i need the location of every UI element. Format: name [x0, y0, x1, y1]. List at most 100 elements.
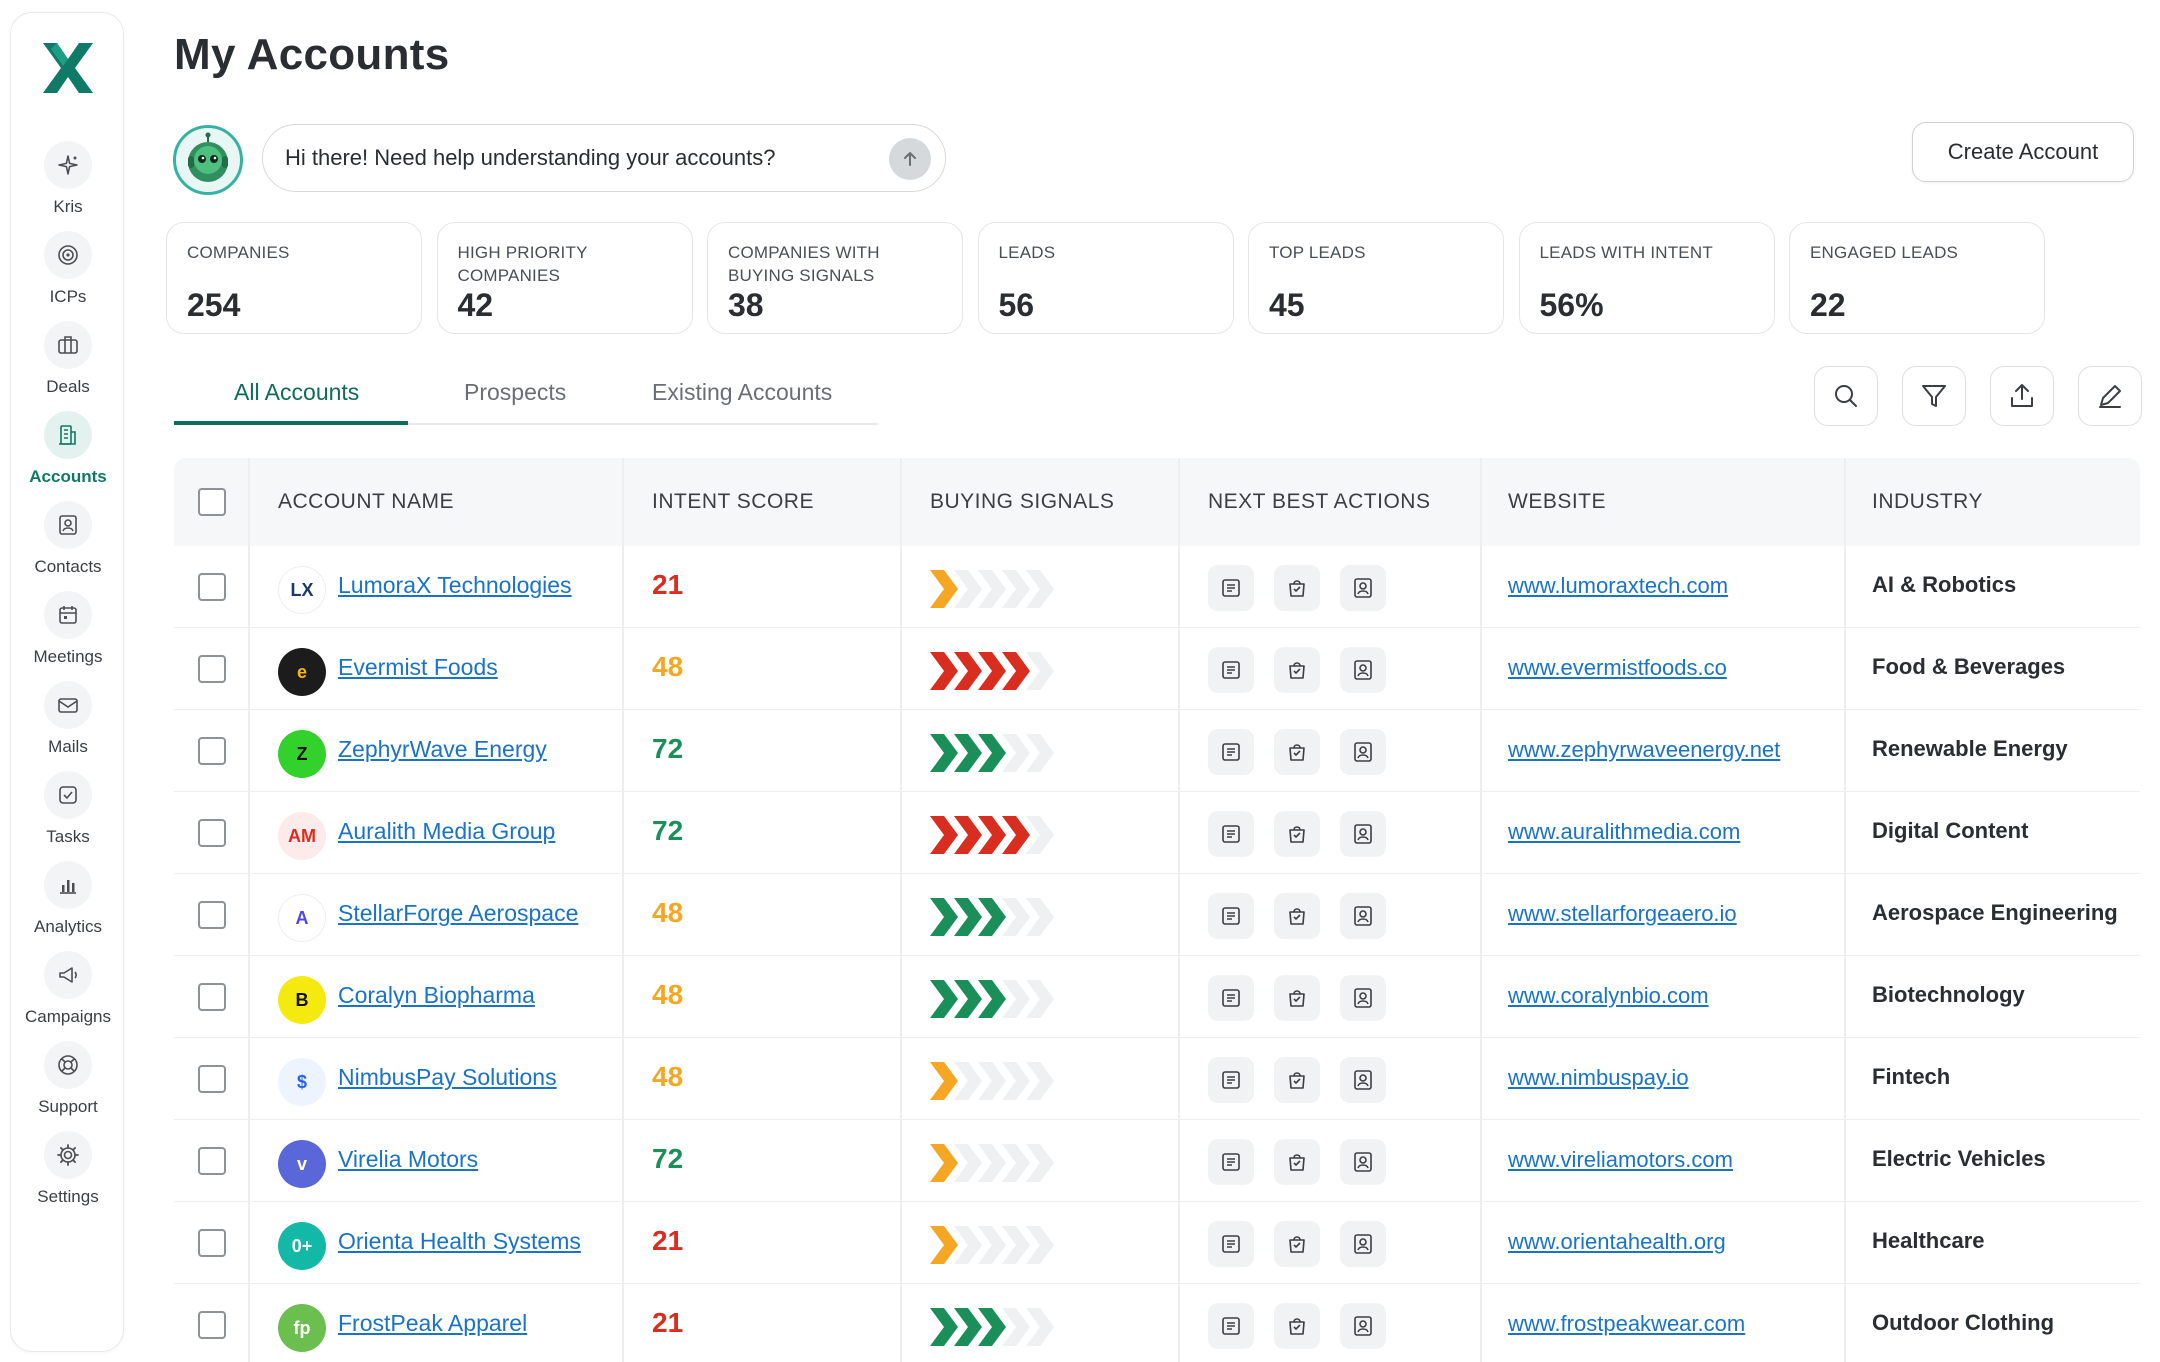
sidebar-item-contacts[interactable]: Contacts — [11, 501, 125, 591]
assistant-chat-input[interactable]: Hi there! Need help understanding your a… — [262, 124, 946, 192]
create-deal-button[interactable] — [1274, 565, 1320, 611]
view-contacts-button[interactable] — [1340, 729, 1386, 775]
sidebar-item-campaigns[interactable]: Campaigns — [11, 951, 125, 1041]
column-next-best-actions[interactable]: NEXT BEST ACTIONS — [1208, 490, 1431, 513]
sidebar-item-support[interactable]: Support — [11, 1041, 125, 1131]
filter-button[interactable] — [1902, 366, 1966, 426]
view-contacts-button[interactable] — [1340, 1221, 1386, 1267]
account-name-link[interactable]: Evermist Foods — [338, 654, 498, 680]
view-contacts-button[interactable] — [1340, 893, 1386, 939]
stat-card[interactable]: HIGH PRIORITY COMPANIES 42 — [436, 222, 693, 334]
sidebar-item-deals[interactable]: Deals — [11, 321, 125, 411]
table-row[interactable]: $ NimbusPay Solutions 48 www.nimbuspay.io Fi… — [174, 1038, 2140, 1120]
tab-all-accounts[interactable]: All Accounts — [234, 379, 360, 405]
sidebar-item-meetings[interactable]: Meetings — [11, 591, 125, 681]
table-row[interactable]: v Virelia Motors 72 www.vireliamotors.com El… — [174, 1120, 2140, 1202]
create-account-button[interactable]: Create Account — [1912, 122, 2134, 182]
create-deal-button[interactable] — [1274, 729, 1320, 775]
sidebar-item-settings[interactable]: Settings — [11, 1131, 125, 1221]
stat-card[interactable]: LEADS WITH INTENT 56% — [1518, 222, 1775, 334]
add-note-button[interactable] — [1208, 647, 1254, 693]
tab-existing-accounts[interactable]: Existing Accounts — [652, 379, 833, 405]
table-row[interactable]: B Coralyn Biopharma 48 www.coralynbio.com Bi… — [174, 956, 2140, 1038]
column-website[interactable]: WEBSITE — [1508, 490, 1607, 513]
row-checkbox[interactable] — [198, 901, 226, 929]
sidebar-item-kris[interactable]: Kris — [11, 141, 125, 231]
website-link[interactable]: www.zephyrwaveenergy.net — [1508, 737, 1781, 762]
row-checkbox[interactable] — [198, 983, 226, 1011]
website-link[interactable]: www.coralynbio.com — [1508, 983, 1709, 1008]
sidebar-item-icps[interactable]: ICPs — [11, 231, 125, 321]
account-name-link[interactable]: Virelia Motors — [338, 1146, 479, 1172]
view-contacts-button[interactable] — [1340, 811, 1386, 857]
export-button[interactable] — [1990, 366, 2054, 426]
add-note-button[interactable] — [1208, 1057, 1254, 1103]
view-contacts-button[interactable] — [1340, 647, 1386, 693]
table-row[interactable]: 0+ Orienta Health Systems 21 www.orientahea… — [174, 1202, 2140, 1284]
table-row[interactable]: AM Auralith Media Group 72 www.auralithmedi… — [174, 792, 2140, 874]
table-row[interactable]: e Evermist Foods 48 www.evermistfoods.co Foo… — [174, 628, 2140, 710]
column-intent-score[interactable]: INTENT SCORE — [652, 490, 814, 513]
column-industry[interactable]: INDUSTRY — [1872, 490, 1983, 513]
select-all-checkbox[interactable] — [198, 488, 226, 516]
website-link[interactable]: www.stellarforgeaero.io — [1508, 901, 1737, 926]
view-contacts-button[interactable] — [1340, 565, 1386, 611]
row-checkbox[interactable] — [198, 1065, 226, 1093]
stat-card[interactable]: COMPANIES 254 — [166, 222, 422, 334]
view-contacts-button[interactable] — [1340, 1139, 1386, 1185]
stat-card[interactable]: COMPANIES WITH BUYING SIGNALS 38 — [707, 222, 963, 334]
table-row[interactable]: LX LumoraX Technologies 21 www.lumoraxtech.… — [174, 546, 2140, 628]
view-contacts-button[interactable] — [1340, 975, 1386, 1021]
stat-card[interactable]: LEADS 56 — [977, 222, 1234, 334]
table-row[interactable]: fp FrostPeak Apparel 21 www.frostpeakwear.c… — [174, 1284, 2140, 1362]
account-name-link[interactable]: Coralyn Biopharma — [338, 982, 535, 1008]
account-name-link[interactable]: LumoraX Technologies — [338, 572, 572, 598]
create-deal-button[interactable] — [1274, 1221, 1320, 1267]
stat-card[interactable]: ENGAGED LEADS 22 — [1789, 222, 2045, 334]
sidebar-item-mails[interactable]: Mails — [11, 681, 125, 771]
search-button[interactable] — [1814, 366, 1878, 426]
sidebar-item-accounts[interactable]: Accounts — [11, 411, 125, 501]
account-name-link[interactable]: Orienta Health Systems — [338, 1228, 581, 1254]
column-account-name[interactable]: ACCOUNT NAME — [278, 490, 454, 513]
website-link[interactable]: www.frostpeakwear.com — [1508, 1311, 1746, 1336]
account-name-link[interactable]: NimbusPay Solutions — [338, 1064, 557, 1090]
view-contacts-button[interactable] — [1340, 1303, 1386, 1349]
tab-prospects[interactable]: Prospects — [464, 379, 567, 405]
row-checkbox[interactable] — [198, 1147, 226, 1175]
table-row[interactable]: Z ZephyrWave Energy 72 www.zephyrwaveenergy… — [174, 710, 2140, 792]
row-checkbox[interactable] — [198, 737, 226, 765]
edit-button[interactable] — [2078, 366, 2142, 426]
assistant-avatar[interactable] — [173, 125, 243, 195]
row-checkbox[interactable] — [198, 655, 226, 683]
website-link[interactable]: www.vireliamotors.com — [1508, 1147, 1733, 1172]
add-note-button[interactable] — [1208, 811, 1254, 857]
row-checkbox[interactable] — [198, 819, 226, 847]
row-checkbox[interactable] — [198, 1229, 226, 1257]
column-buying-signals[interactable]: BUYING SIGNALS — [930, 490, 1115, 513]
view-contacts-button[interactable] — [1340, 1057, 1386, 1103]
account-name-link[interactable]: StellarForge Aerospace — [338, 900, 579, 926]
row-checkbox[interactable] — [198, 573, 226, 601]
create-deal-button[interactable] — [1274, 1303, 1320, 1349]
add-note-button[interactable] — [1208, 893, 1254, 939]
create-deal-button[interactable] — [1274, 975, 1320, 1021]
stat-card[interactable]: TOP LEADS 45 — [1248, 222, 1504, 334]
website-link[interactable]: www.evermistfoods.co — [1508, 655, 1727, 680]
create-deal-button[interactable] — [1274, 893, 1320, 939]
row-checkbox[interactable] — [198, 1311, 226, 1339]
add-note-button[interactable] — [1208, 1221, 1254, 1267]
account-name-link[interactable]: ZephyrWave Energy — [338, 736, 547, 762]
add-note-button[interactable] — [1208, 975, 1254, 1021]
account-name-link[interactable]: Auralith Media Group — [338, 818, 556, 844]
create-deal-button[interactable] — [1274, 1139, 1320, 1185]
account-name-link[interactable]: FrostPeak Apparel — [338, 1310, 528, 1336]
sidebar-item-tasks[interactable]: Tasks — [11, 771, 125, 861]
website-link[interactable]: www.auralithmedia.com — [1508, 819, 1741, 844]
add-note-button[interactable] — [1208, 1139, 1254, 1185]
create-deal-button[interactable] — [1274, 1057, 1320, 1103]
website-link[interactable]: www.nimbuspay.io — [1508, 1065, 1689, 1090]
website-link[interactable]: www.lumoraxtech.com — [1508, 573, 1729, 598]
add-note-button[interactable] — [1208, 1303, 1254, 1349]
sidebar-item-analytics[interactable]: Analytics — [11, 861, 125, 951]
